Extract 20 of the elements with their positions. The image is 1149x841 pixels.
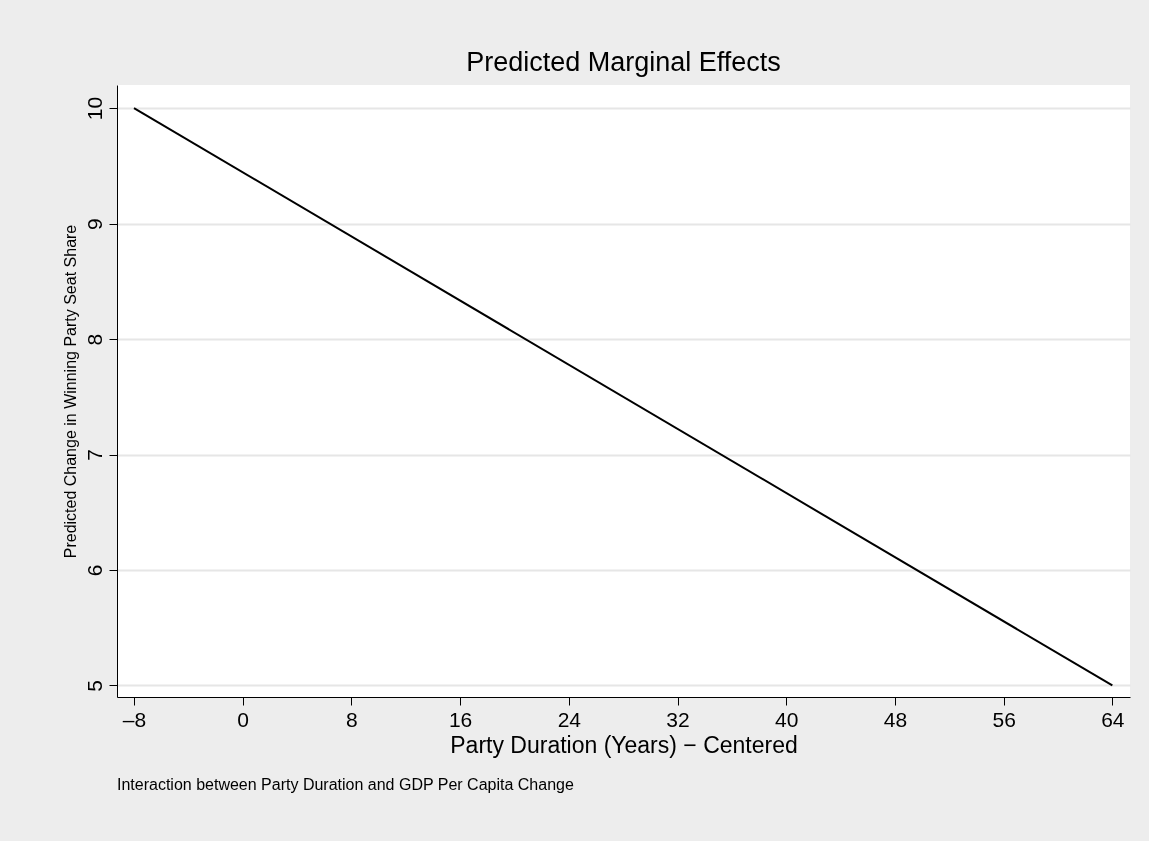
text: Interaction between Party Duration and GDP Per Capita Change [117, 776, 574, 793]
x-tick-label: 64 [1101, 707, 1125, 731]
y-tick-label: 10 [82, 96, 106, 121]
x-tick-label: 56 [992, 707, 1016, 731]
x-tick-label: 48 [883, 707, 908, 731]
x-tick-label: 24 [557, 707, 582, 731]
x-tick-label: 16 [448, 707, 473, 731]
y-axis-title: Predicted Change in Winning Party Seat Share [61, 224, 79, 559]
x-tick-label: 8 [346, 707, 358, 731]
x-tick-label: –8 [122, 707, 147, 731]
x-tick-label: 40 [775, 707, 799, 731]
x-axis-title: Party Duration (Years) − Centered [450, 731, 798, 758]
y-tick-label: 5 [82, 680, 106, 692]
y-tick-label: 6 [82, 564, 106, 577]
chart-title: Predicted Marginal Effects [466, 47, 781, 77]
y-tick-label: 9 [82, 218, 106, 230]
x-tick-label: 32 [666, 707, 690, 731]
x-tick-label: 0 [237, 707, 250, 731]
y-tick-label: 7 [82, 449, 106, 461]
y-tick-label: 8 [82, 333, 106, 346]
